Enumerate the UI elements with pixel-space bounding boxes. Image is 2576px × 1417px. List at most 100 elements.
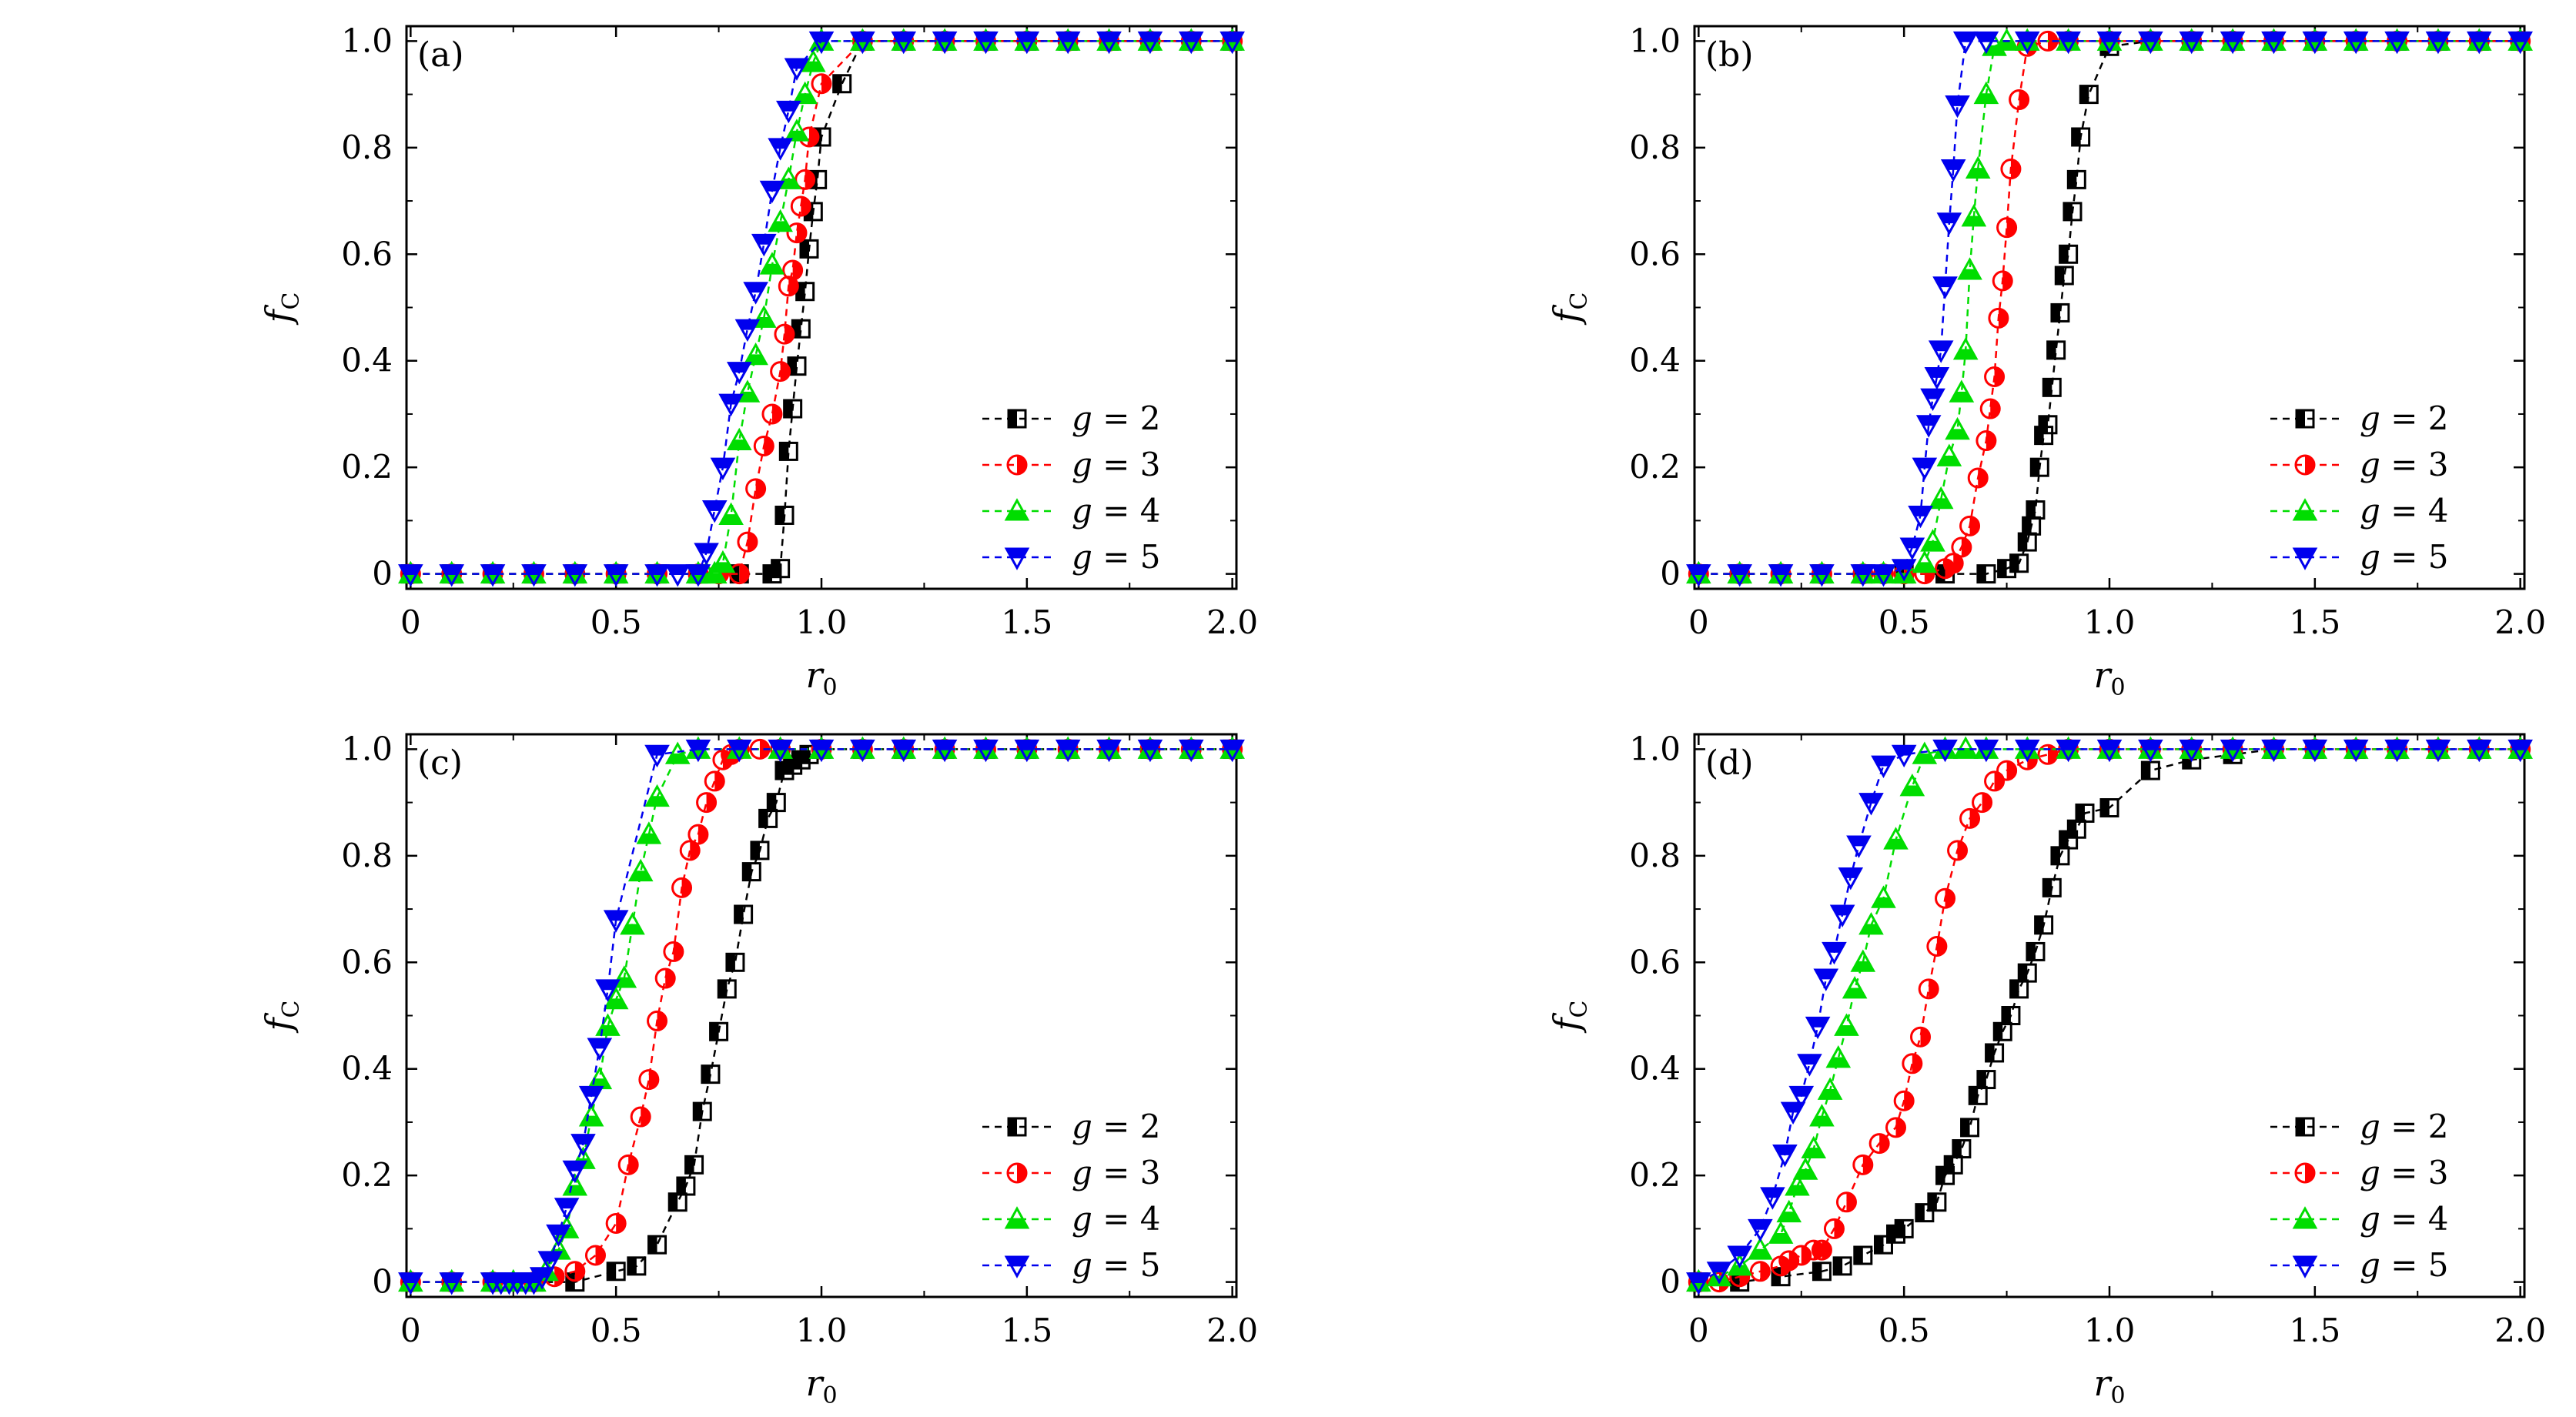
data-point-fill [2509,32,2531,42]
x-tick-label: 0.5 [1878,1312,1930,1349]
data-point-fill [1016,740,1038,750]
data-point-fill [1862,1155,1872,1175]
data-point-fill [1982,793,1992,812]
data-point-fill [669,1193,678,1211]
data-point-fill [1872,757,1895,767]
data-point-fill [1998,309,2008,328]
y-tick-label: 1.0 [341,22,393,59]
data-point-fill [1952,1140,1962,1158]
data-point-fill [2043,879,2052,897]
data-point-fill [2180,740,2203,750]
data-point-fill [1967,168,1989,178]
data-point-fill [531,1268,553,1278]
legend-item: g = 5 [2270,1246,2449,1284]
data-point-fill [1955,32,1976,42]
legend-label: g = 5 [2360,538,2449,576]
y-axis-label: fC [258,292,305,326]
data-point-fill [784,325,794,344]
data-point-fill [1852,961,1874,971]
data-point-fill [1942,160,1964,170]
data-point-fill [771,404,781,423]
data-point-fill [694,1103,703,1121]
data-point-fill [2059,831,2069,849]
data-point-fill [400,565,422,575]
data-point-fill [2010,554,2019,572]
legend-marker-fill [1006,549,1028,559]
data-point-fill [1914,753,1935,764]
y-axis-label: fC [258,1001,305,1034]
data-point-fill [2076,804,2085,822]
data-point-fill [574,1262,584,1281]
data-point-fill [1902,785,1923,795]
data-point-fill [720,514,742,524]
data-point-fill [1975,740,1997,750]
data-point-fill [2142,762,2151,780]
data-point-fill [2509,740,2531,750]
data-point-fill [755,479,765,498]
legend-item: g = 4 [982,1200,1161,1238]
data-point-fill [2022,517,2032,535]
data-point-fill [605,565,627,575]
data-point-fill [627,1257,637,1275]
data-point-fill [2072,128,2081,145]
series-line [410,748,1233,1283]
data-point-fill [2345,740,2367,750]
data-point-fill [771,560,781,577]
data-point-fill [1893,746,1915,756]
data-point-fill [1139,740,1161,750]
data-point-fill [648,1070,658,1089]
data-point-fill [2019,533,2028,551]
data-point-fill [2016,740,2039,750]
data-point-fill [1813,1262,1822,1280]
data-point-fill [718,980,728,998]
data-point-fill [1688,565,1710,575]
data-point-fill [788,276,798,296]
data-point-fill [892,32,915,42]
data-point-fill [630,871,651,881]
data-point-fill [605,998,627,1008]
legend-marker-fill [2294,510,2316,520]
data-point-fill [1998,560,2007,577]
data-point-fill [1930,341,1952,352]
data-point-fill [1904,1091,1914,1111]
data-point-fill [769,740,791,750]
data-point-fill [547,1225,570,1235]
y-tick-label: 0.6 [341,943,393,981]
legend-marker-fill [2294,549,2316,559]
data-point-fill [2002,1007,2011,1024]
data-point-fill [1728,565,1751,575]
x-axis-label: r0 [2093,654,2125,701]
legend-item: g = 4 [2270,1200,2449,1238]
data-point-fill [2059,246,2069,263]
data-point-fill [2222,740,2243,750]
data-point-fill [2006,761,2016,780]
legend-label: g = 3 [2360,1154,2449,1191]
data-point-fill [1994,1023,2003,1041]
data-point-fill [1895,1118,1905,1137]
x-tick-label: 1.0 [796,603,848,641]
data-point-fill [597,1024,619,1035]
data-point-fill [706,793,716,812]
data-point-fill [2010,159,2020,179]
data-point-fill [2035,916,2044,934]
chart-svg: 0 0.5 1.0 1.5 2.0 0 0.2 0.4 0.6 0.8 1.0 r0 fC (c) g = … [258,730,1258,1409]
data-point-fill [2056,266,2065,284]
legend-marker-fill [2294,1257,2316,1267]
data-point-fill [851,32,874,42]
legend-label: g = 2 [1072,399,1161,437]
data-point-fill [2263,740,2285,750]
data-point-fill [780,362,790,381]
data-point-fill [2427,740,2449,750]
data-point-fill [792,261,802,280]
legend-item: g = 2 [982,399,1161,437]
legend-label: g = 5 [2360,1246,2449,1284]
data-point-fill [1728,1247,1751,1257]
data-point-fill [764,436,774,456]
data-point-fill [1930,498,1952,508]
data-point-fill [1975,32,1997,42]
data-point-fill [1811,565,1833,575]
data-point-fill [580,1087,602,1097]
data-point-fill [761,263,783,274]
data-point-fill [1939,455,1960,466]
data-point-fill [1922,389,1944,399]
